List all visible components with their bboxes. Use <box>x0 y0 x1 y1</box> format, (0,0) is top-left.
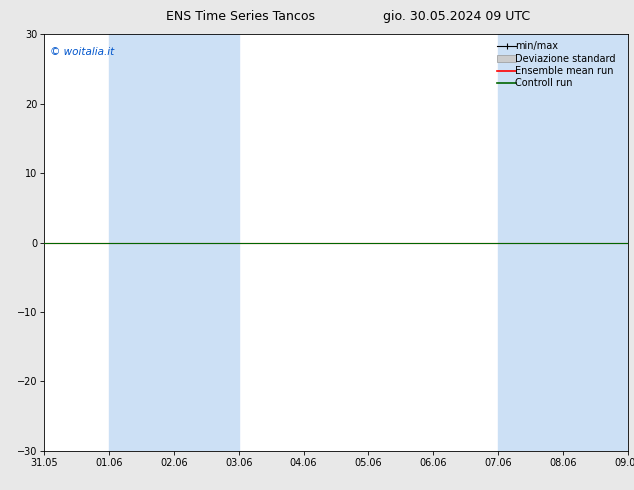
Text: gio. 30.05.2024 09 UTC: gio. 30.05.2024 09 UTC <box>383 10 530 23</box>
Bar <box>174 34 239 451</box>
Text: © woitalia.it: © woitalia.it <box>50 47 115 57</box>
Text: ENS Time Series Tancos: ENS Time Series Tancos <box>166 10 316 23</box>
Bar <box>498 34 563 451</box>
Bar <box>109 34 174 451</box>
Bar <box>563 34 628 451</box>
Legend: min/max, Deviazione standard, Ensemble mean run, Controll run: min/max, Deviazione standard, Ensemble m… <box>495 39 623 90</box>
